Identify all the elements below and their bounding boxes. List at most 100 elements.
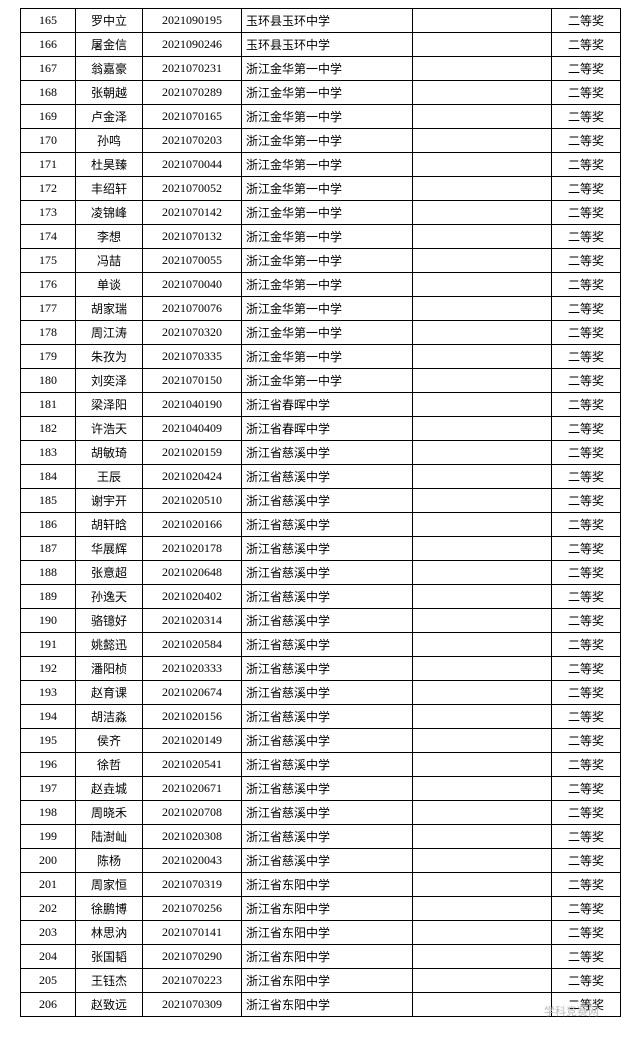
cell-index: 169: [21, 105, 76, 129]
cell-id: 2021020308: [143, 825, 242, 849]
cell-school: 浙江金华第一中学: [242, 249, 413, 273]
results-tbody: 165罗中立2021090195玉环县玉环中学二等奖166屠金信20210902…: [21, 9, 621, 1017]
cell-school: 浙江省慈溪中学: [242, 729, 413, 753]
cell-id: 2021090195: [143, 9, 242, 33]
cell-school: 浙江金华第一中学: [242, 81, 413, 105]
cell-award: 二等奖: [552, 897, 621, 921]
cell-name: 姚懿迅: [76, 633, 143, 657]
cell-index: 185: [21, 489, 76, 513]
cell-index: 202: [21, 897, 76, 921]
table-row: 194胡洁淼2021020156浙江省慈溪中学二等奖: [21, 705, 621, 729]
cell-id: 2021070289: [143, 81, 242, 105]
cell-blank: [413, 921, 552, 945]
cell-blank: [413, 297, 552, 321]
cell-school: 浙江省慈溪中学: [242, 609, 413, 633]
cell-index: 203: [21, 921, 76, 945]
cell-id: 2021020043: [143, 849, 242, 873]
cell-name: 周家恒: [76, 873, 143, 897]
cell-index: 204: [21, 945, 76, 969]
cell-school: 浙江省慈溪中学: [242, 489, 413, 513]
cell-name: 单谈: [76, 273, 143, 297]
cell-index: 167: [21, 57, 76, 81]
cell-award: 二等奖: [552, 321, 621, 345]
cell-award: 二等奖: [552, 249, 621, 273]
table-row: 173凌锦峰2021070142浙江金华第一中学二等奖: [21, 201, 621, 225]
cell-index: 176: [21, 273, 76, 297]
cell-school: 浙江省春晖中学: [242, 417, 413, 441]
cell-index: 196: [21, 753, 76, 777]
table-row: 171杜昊臻2021070044浙江金华第一中学二等奖: [21, 153, 621, 177]
cell-index: 195: [21, 729, 76, 753]
cell-index: 192: [21, 657, 76, 681]
cell-id: 2021020314: [143, 609, 242, 633]
cell-school: 浙江省东阳中学: [242, 873, 413, 897]
cell-name: 骆镱好: [76, 609, 143, 633]
cell-blank: [413, 105, 552, 129]
cell-blank: [413, 753, 552, 777]
cell-name: 梁泽阳: [76, 393, 143, 417]
table-row: 168张朝越2021070289浙江金华第一中学二等奖: [21, 81, 621, 105]
table-row: 179朱孜为2021070335浙江金华第一中学二等奖: [21, 345, 621, 369]
cell-award: 二等奖: [552, 753, 621, 777]
cell-blank: [413, 633, 552, 657]
cell-school: 浙江金华第一中学: [242, 57, 413, 81]
table-row: 183胡敏琦2021020159浙江省慈溪中学二等奖: [21, 441, 621, 465]
cell-name: 侯齐: [76, 729, 143, 753]
cell-award: 二等奖: [552, 129, 621, 153]
table-row: 187华展辉2021020178浙江省慈溪中学二等奖: [21, 537, 621, 561]
cell-school: 浙江省慈溪中学: [242, 681, 413, 705]
cell-award: 二等奖: [552, 345, 621, 369]
cell-blank: [413, 513, 552, 537]
cell-award: 二等奖: [552, 489, 621, 513]
cell-award: 二等奖: [552, 297, 621, 321]
cell-school: 浙江金华第一中学: [242, 273, 413, 297]
cell-index: 173: [21, 201, 76, 225]
cell-school: 玉环县玉环中学: [242, 33, 413, 57]
cell-blank: [413, 249, 552, 273]
cell-award: 二等奖: [552, 177, 621, 201]
cell-award: 二等奖: [552, 969, 621, 993]
table-row: 189孙逸天2021020402浙江省慈溪中学二等奖: [21, 585, 621, 609]
cell-index: 181: [21, 393, 76, 417]
table-row: 165罗中立2021090195玉环县玉环中学二等奖: [21, 9, 621, 33]
cell-award: 二等奖: [552, 849, 621, 873]
cell-blank: [413, 465, 552, 489]
cell-id: 2021020648: [143, 561, 242, 585]
cell-award: 二等奖: [552, 729, 621, 753]
cell-id: 2021020541: [143, 753, 242, 777]
table-row: 188张意超2021020648浙江省慈溪中学二等奖: [21, 561, 621, 585]
cell-name: 卢金泽: [76, 105, 143, 129]
cell-id: 2021020156: [143, 705, 242, 729]
cell-award: 二等奖: [552, 417, 621, 441]
cell-school: 玉环县玉环中学: [242, 9, 413, 33]
cell-id: 2021070142: [143, 201, 242, 225]
cell-name: 陆澍屾: [76, 825, 143, 849]
cell-school: 浙江金华第一中学: [242, 153, 413, 177]
cell-award: 二等奖: [552, 9, 621, 33]
cell-blank: [413, 273, 552, 297]
cell-id: 2021070320: [143, 321, 242, 345]
cell-blank: [413, 393, 552, 417]
cell-school: 浙江省东阳中学: [242, 921, 413, 945]
cell-school: 浙江金华第一中学: [242, 201, 413, 225]
cell-blank: [413, 489, 552, 513]
table-row: 202徐鹏博2021070256浙江省东阳中学二等奖: [21, 897, 621, 921]
cell-name: 凌锦峰: [76, 201, 143, 225]
cell-blank: [413, 57, 552, 81]
cell-index: 188: [21, 561, 76, 585]
cell-index: 186: [21, 513, 76, 537]
cell-award: 二等奖: [552, 777, 621, 801]
cell-name: 许浩天: [76, 417, 143, 441]
cell-id: 2021070256: [143, 897, 242, 921]
cell-name: 周江涛: [76, 321, 143, 345]
cell-name: 张国韬: [76, 945, 143, 969]
cell-name: 胡轩晗: [76, 513, 143, 537]
cell-award: 二等奖: [552, 369, 621, 393]
cell-school: 浙江金华第一中学: [242, 369, 413, 393]
cell-index: 165: [21, 9, 76, 33]
cell-name: 徐鹏博: [76, 897, 143, 921]
table-row: 196徐哲2021020541浙江省慈溪中学二等奖: [21, 753, 621, 777]
cell-name: 丰绍轩: [76, 177, 143, 201]
cell-id: 2021040409: [143, 417, 242, 441]
cell-index: 193: [21, 681, 76, 705]
